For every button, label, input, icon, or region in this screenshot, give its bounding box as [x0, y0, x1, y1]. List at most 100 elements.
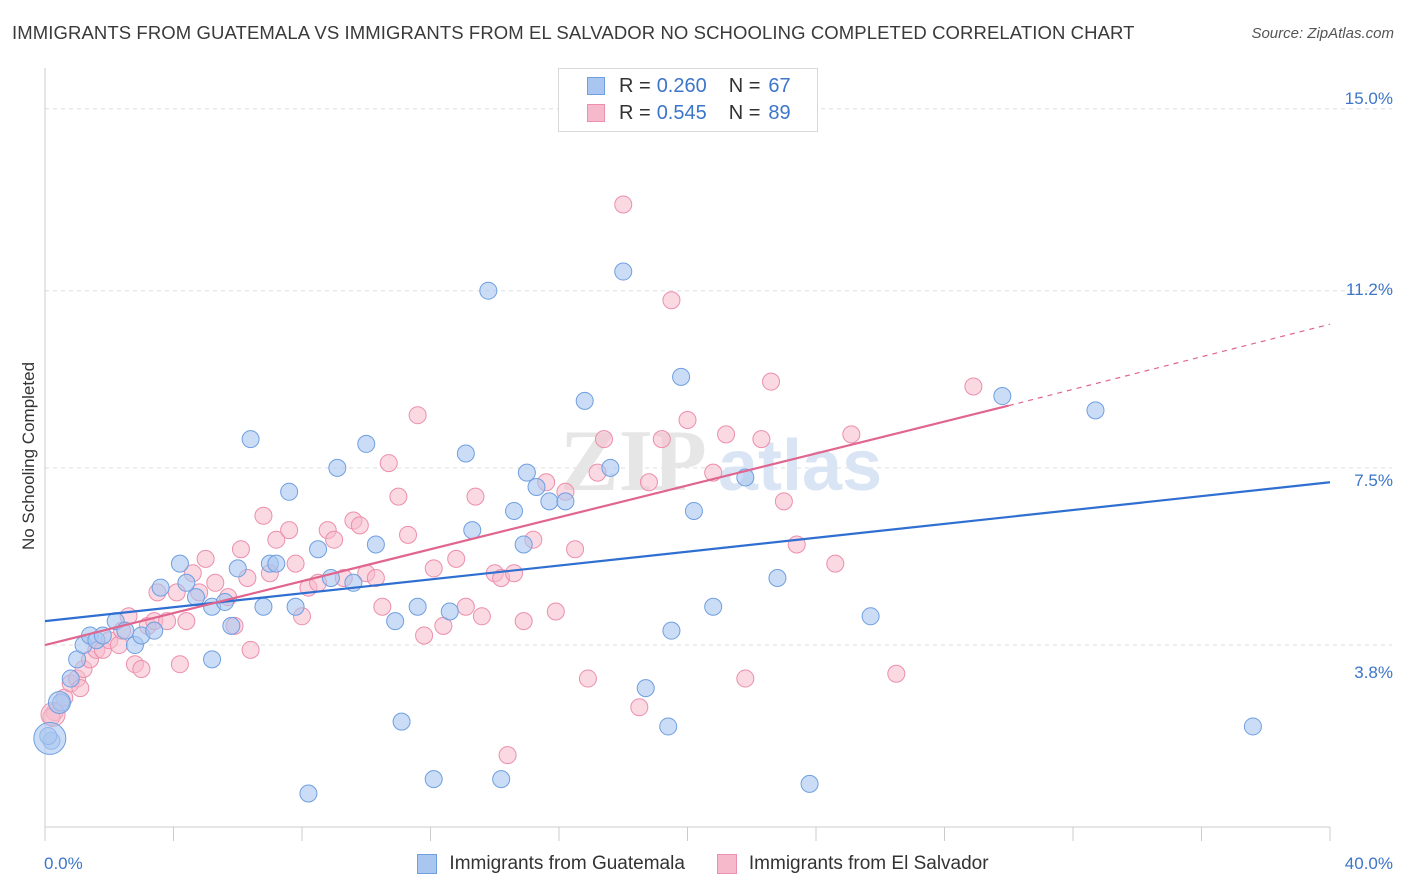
guatemala-point: [309, 540, 328, 559]
guatemala-point: [222, 616, 241, 635]
guatemala-point: [177, 573, 196, 592]
salvador-point: [652, 430, 671, 449]
trend-line-guatemala: [44, 481, 1331, 623]
salvador-point: [505, 564, 524, 583]
guatemala-point: [492, 770, 511, 789]
legend-n-label: N =: [728, 74, 761, 97]
salvador-point: [286, 554, 305, 573]
guatemala-point: [463, 521, 482, 540]
salvador-point: [630, 698, 649, 717]
bottom-legend-label-salvador: Immigrants from El Salvador: [748, 853, 989, 874]
guatemala-point: [254, 597, 273, 616]
guatemala-point: [527, 478, 546, 497]
chart-title: IMMIGRANTS FROM GUATEMALA VS IMMIGRANTS …: [12, 22, 1135, 43]
salvador-point: [254, 506, 273, 525]
bottom-legend-swatch-guatemala: [417, 854, 438, 874]
salvador-point: [231, 540, 250, 559]
guatemala-point-large: [33, 721, 67, 755]
guatemala-point: [601, 458, 620, 477]
salvador-point: [472, 607, 491, 626]
guatemala-point-large: [47, 691, 71, 714]
tick-labels: 15.0% 11.2% 7.5% 3.8% 0.0% 40.0%: [44, 89, 1393, 873]
guatemala-point: [61, 669, 80, 688]
trend-lines: [44, 323, 1331, 647]
salvador-point: [456, 597, 475, 616]
bottom-legend: Immigrants from Guatemala Immigrants fro…: [0, 850, 1406, 878]
legend-r-value: 0.545: [656, 101, 707, 124]
guatemala-point: [456, 444, 475, 463]
series-guatemala-points: [33, 262, 1262, 803]
y-tick-label-3: 3.8%: [1354, 663, 1393, 682]
guatemala-point: [228, 559, 247, 578]
guatemala-point: [328, 458, 347, 477]
salvador-point: [842, 425, 861, 444]
salvador-point: [132, 659, 151, 678]
guatemala-point: [768, 569, 787, 587]
guatemala-point: [440, 602, 459, 621]
salvador-point: [717, 425, 736, 444]
guatemala-point: [241, 430, 260, 449]
legend-swatch-salvador: [587, 104, 605, 122]
salvador-point: [389, 487, 408, 506]
salvador-point: [678, 410, 697, 429]
salvador-point: [424, 559, 443, 578]
guatemala-point: [662, 621, 681, 640]
guatemala-point: [659, 717, 678, 736]
guatemala-point: [408, 597, 427, 616]
watermark-zip: ZIP: [560, 413, 707, 510]
guatemala-point: [993, 387, 1012, 406]
y-tick-label-7: 7.5%: [1354, 471, 1393, 490]
y-tick-label-15: 15.0%: [1345, 89, 1393, 108]
salvador-point: [399, 525, 418, 544]
guatemala-point: [514, 535, 533, 554]
legend-r-value: 0.260: [656, 74, 707, 97]
salvador-point: [639, 473, 658, 492]
salvador-point: [170, 655, 189, 674]
guatemala-point: [556, 492, 575, 511]
x-tick-label-left: 0.0%: [44, 854, 83, 873]
salvador-point: [614, 195, 633, 214]
salvador-point: [594, 430, 613, 449]
axes: [44, 68, 1331, 841]
salvador-point: [366, 569, 385, 587]
guatemala-point: [479, 281, 498, 300]
series-salvador-points: [40, 195, 983, 765]
salvador-point: [736, 669, 755, 688]
salvador-point: [177, 612, 196, 631]
guatemala-point: [672, 367, 691, 386]
salvador-point: [774, 492, 793, 511]
legend-row-salvador: R = 0.545 N = 89: [559, 100, 791, 126]
guatemala-point: [366, 535, 385, 554]
guatemala-point: [517, 463, 536, 482]
salvador-point: [826, 554, 845, 573]
guatemala-point: [267, 554, 286, 573]
guatemala-point: [357, 434, 376, 453]
guatemala-point: [299, 784, 318, 803]
salvador-point: [447, 549, 466, 568]
legend-swatch-guatemala: [587, 77, 605, 95]
salvador-point: [196, 549, 215, 568]
salvador-point: [514, 612, 533, 631]
legend: R = 0.260 N = 67 R = 0.545 N = 89: [558, 68, 818, 132]
salvador-point: [566, 540, 585, 559]
guatemala-point: [614, 262, 633, 281]
guatemala-point: [386, 612, 405, 631]
bottom-legend-item-guatemala: Immigrants from Guatemala: [417, 853, 685, 875]
salvador-point: [662, 291, 681, 310]
guatemala-point: [575, 391, 594, 410]
salvador-point: [280, 521, 299, 540]
salvador-point: [325, 530, 344, 549]
y-tick-label-11: 11.2%: [1346, 280, 1393, 299]
salvador-point: [241, 640, 260, 659]
legend-n-value: 89: [768, 101, 791, 124]
guatemala-point: [540, 492, 559, 511]
y-axis-label: No Schooling Completed: [19, 361, 38, 551]
guatemala-point: [1086, 401, 1105, 420]
bottom-legend-label-guatemala: Immigrants from Guatemala: [449, 853, 685, 874]
salvador-point: [498, 746, 517, 765]
salvador-point: [964, 377, 983, 396]
guatemala-point: [505, 501, 524, 520]
salvador-point: [752, 430, 771, 449]
salvador-point: [206, 573, 225, 592]
